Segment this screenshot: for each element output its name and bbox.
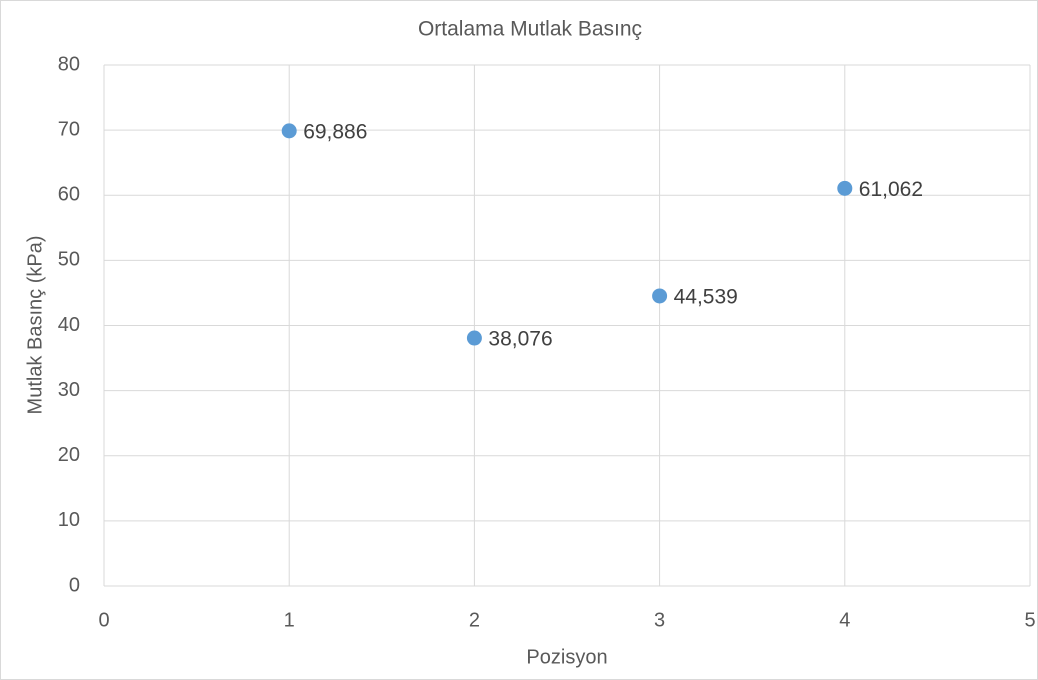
- y-tick-label: 80: [58, 53, 80, 75]
- data-point: [281, 123, 297, 139]
- data-label: 69,886: [303, 120, 367, 143]
- y-tick-label: 20: [58, 444, 80, 466]
- y-tick-label: 40: [58, 314, 80, 336]
- y-tick-label: 0: [69, 574, 80, 596]
- data-point: [837, 180, 853, 196]
- x-tick-label: 4: [839, 609, 850, 631]
- x-axis-title: Pozisyon: [526, 646, 607, 668]
- data-point: [466, 330, 482, 346]
- data-point: [652, 288, 668, 304]
- y-axis-title: Mutlak Basınç (kPa): [24, 236, 46, 415]
- chart-title: Ortalama Mutlak Basınç: [418, 18, 642, 41]
- x-tick-label: 0: [98, 609, 109, 631]
- x-tick-label: 1: [284, 609, 295, 631]
- x-tick-label: 3: [654, 609, 665, 631]
- x-tick-label: 5: [1024, 609, 1035, 631]
- data-label: 44,539: [674, 285, 738, 308]
- y-tick-label: 70: [58, 118, 80, 140]
- data-label: 38,076: [488, 328, 552, 351]
- x-tick-label: 2: [469, 609, 480, 631]
- y-tick-label: 10: [58, 509, 80, 531]
- y-tick-label: 50: [58, 249, 80, 271]
- data-label: 61,062: [859, 178, 923, 201]
- y-tick-label: 30: [58, 379, 80, 401]
- y-tick-label: 60: [58, 184, 80, 206]
